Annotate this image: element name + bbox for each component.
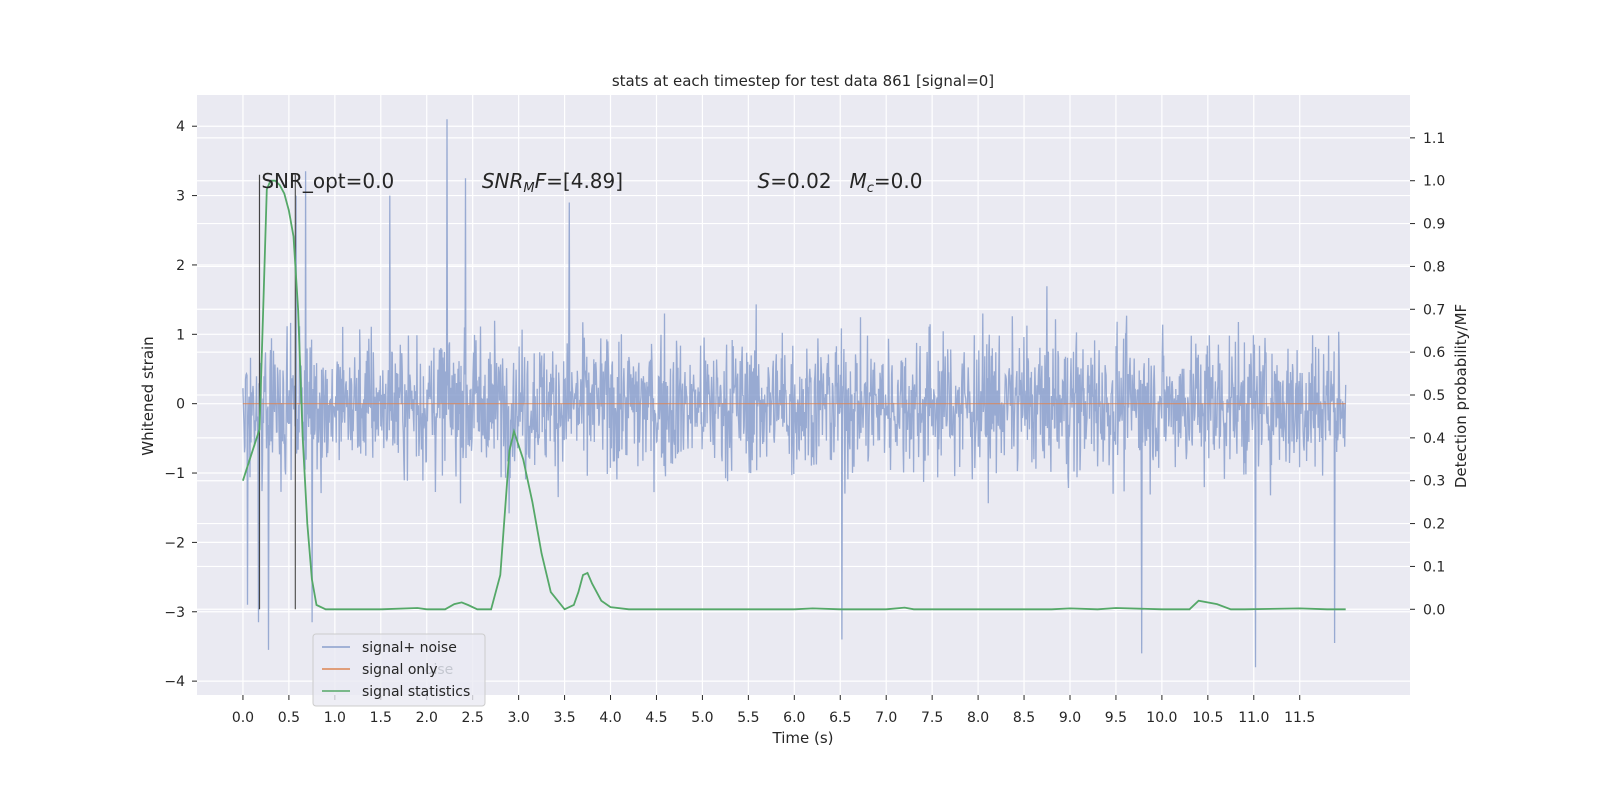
y2-tick-label: 0.3 — [1423, 474, 1445, 490]
y2-tick-label: 0.1 — [1423, 559, 1445, 575]
y2-tick-label: 0.8 — [1423, 259, 1445, 275]
y2-tick-label: 0.0 — [1423, 602, 1445, 618]
y-axis-ticks: −4 −3 −2 −1 0 1 2 3 4 — [164, 119, 197, 690]
x-tick-label: 10.0 — [1146, 710, 1177, 726]
x-tick-label: 6.5 — [829, 710, 851, 726]
y2-tick-label: 0.4 — [1423, 431, 1445, 447]
y-tick-label: 2 — [176, 258, 185, 274]
y2-tick-label: 0.9 — [1423, 217, 1445, 233]
y2-axis-ticks: 0.0 0.1 0.2 0.3 0.4 0.5 0.6 0.7 0.8 0.9 1.0 1.1 — [1410, 131, 1445, 618]
x-tick-label: 4.5 — [645, 710, 667, 726]
series-signal-statistics — [242, 179, 1346, 611]
x-tick-label: 5.5 — [737, 710, 759, 726]
annotation-text: S=0.02 — [758, 169, 832, 193]
x-tick-label: 1.5 — [370, 710, 392, 726]
x-tick-label: 2.5 — [462, 710, 484, 726]
y-tick-label: −3 — [164, 605, 185, 621]
x-tick-label: 7.5 — [921, 710, 943, 726]
annotation-text: Mc=0.0 — [849, 169, 922, 196]
annotation-text: SNRMF=[4.89] — [482, 169, 623, 196]
y2-tick-label: 0.6 — [1423, 345, 1445, 361]
y-tick-label: 4 — [176, 119, 185, 135]
legend-frame — [312, 633, 486, 707]
x-tick-label: 6.0 — [783, 710, 805, 726]
x-tick-label: 3.0 — [507, 710, 529, 726]
x-tick-label: 11.0 — [1238, 710, 1269, 726]
y-tick-label: 1 — [176, 327, 185, 343]
y2-tick-label: 0.2 — [1423, 517, 1445, 533]
legend-ghost-text: noise — [416, 662, 453, 678]
line-signal-statistics — [242, 179, 1346, 611]
y2-tick-label: 0.5 — [1423, 388, 1445, 404]
y2-tick-label: 1.1 — [1423, 131, 1445, 147]
y-axis-label: Whitened strain — [139, 336, 157, 455]
x-tick-label: 9.0 — [1059, 710, 1081, 726]
grid — [197, 95, 1410, 695]
y-tick-label: 0 — [176, 397, 185, 413]
x-tick-label: 5.0 — [691, 710, 713, 726]
x-tick-label: 0.5 — [278, 710, 300, 726]
chart-title: stats at each timestep for test data 861… — [612, 72, 994, 90]
y2-tick-label: 1.0 — [1423, 174, 1445, 190]
x-tick-label: 3.5 — [553, 710, 575, 726]
legend-label-signal-plus-noise: signal+ noise — [362, 640, 457, 656]
line-signal-plus-noise — [242, 119, 1347, 668]
y2-tick-label: 0.7 — [1423, 302, 1445, 318]
x-tick-label: 11.5 — [1284, 710, 1315, 726]
y-tick-label: −4 — [164, 674, 185, 690]
x-tick-label: 0.0 — [232, 710, 254, 726]
x-axis-label: Time (s) — [772, 729, 834, 747]
series-signal-plus-noise — [242, 119, 1347, 668]
x-tick-label: 9.5 — [1105, 710, 1127, 726]
vertical-markers — [258, 174, 296, 610]
x-tick-label: 8.5 — [1013, 710, 1035, 726]
x-tick-label: 1.0 — [324, 710, 346, 726]
legend-label-signal-statistics: signal statistics — [362, 684, 470, 700]
annotation-text: SNR_opt=0.0 — [261, 169, 394, 193]
x-tick-label: 7.0 — [875, 710, 897, 726]
y-tick-label: −1 — [164, 466, 185, 482]
y-tick-label: −2 — [164, 535, 185, 551]
legend: noise signal+ noise signal only signal s… — [312, 633, 486, 707]
x-tick-label: 8.0 — [967, 710, 989, 726]
y-tick-label: 3 — [176, 189, 185, 205]
y2-axis-label: Detection probability/MF — [1452, 304, 1470, 488]
x-tick-label: 2.0 — [416, 710, 438, 726]
x-tick-label: 4.0 — [599, 710, 621, 726]
x-axis-ticks: 0.0 0.5 1.0 1.5 2.0 2.5 3.0 3.5 4.0 4.5 5.0 5.5 6.0 6… — [232, 695, 1315, 726]
legend-label-signal-only: signal only — [362, 662, 437, 678]
annotations: SNR_opt=0.0 SNRMF=[4.89] S=0.02 Mc=0.0 — [261, 169, 922, 196]
x-tick-label: 10.5 — [1192, 710, 1223, 726]
